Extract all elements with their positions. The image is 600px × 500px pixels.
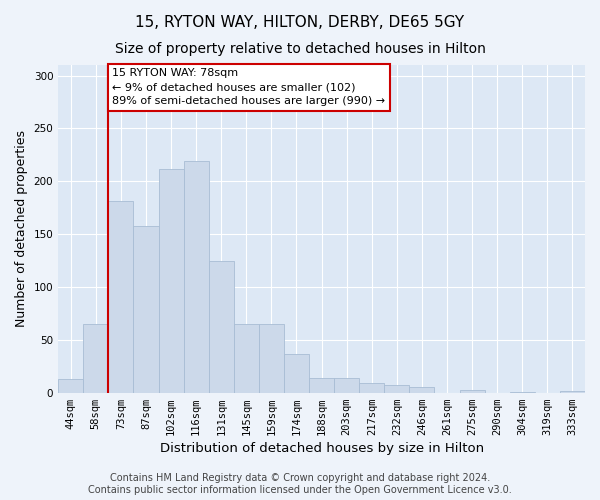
Bar: [284, 354, 309, 393]
Text: Contains HM Land Registry data © Crown copyright and database right 2024.
Contai: Contains HM Land Registry data © Crown c…: [88, 474, 512, 495]
Bar: [158, 168, 184, 392]
Bar: [83, 324, 109, 392]
Text: Size of property relative to detached houses in Hilton: Size of property relative to detached ho…: [115, 42, 485, 56]
Text: 15 RYTON WAY: 78sqm
← 9% of detached houses are smaller (102)
89% of semi-detach: 15 RYTON WAY: 78sqm ← 9% of detached hou…: [112, 68, 385, 106]
Bar: [234, 324, 259, 392]
Text: 15, RYTON WAY, HILTON, DERBY, DE65 5GY: 15, RYTON WAY, HILTON, DERBY, DE65 5GY: [136, 15, 464, 30]
Y-axis label: Number of detached properties: Number of detached properties: [15, 130, 28, 328]
Bar: [359, 383, 385, 392]
Bar: [259, 324, 284, 392]
Bar: [184, 161, 209, 392]
Bar: [109, 202, 133, 392]
Bar: [409, 388, 434, 392]
Bar: [133, 226, 158, 392]
Bar: [560, 390, 585, 392]
X-axis label: Distribution of detached houses by size in Hilton: Distribution of detached houses by size …: [160, 442, 484, 455]
Bar: [334, 378, 359, 392]
Bar: [460, 390, 485, 392]
Bar: [385, 386, 409, 392]
Bar: [309, 378, 334, 392]
Bar: [58, 379, 83, 392]
Bar: [209, 260, 234, 392]
